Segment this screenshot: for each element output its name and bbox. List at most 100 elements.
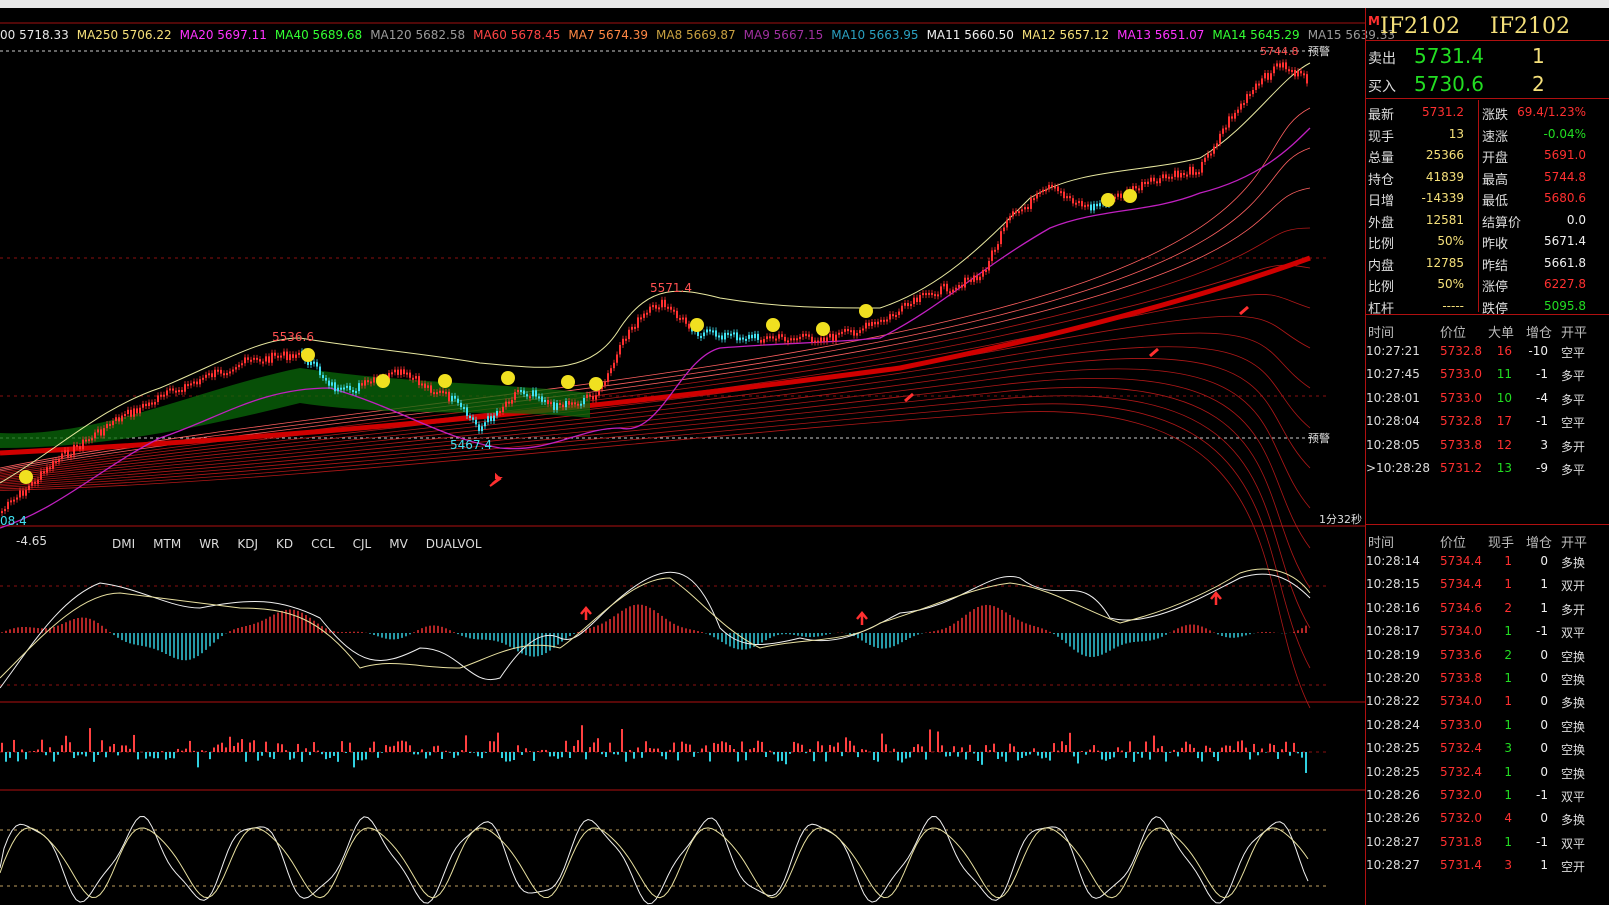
indicator-tab-kd[interactable]: KD bbox=[276, 537, 294, 551]
indicator-tab-dmi[interactable]: DMI bbox=[112, 537, 136, 551]
tick-qty: 10 bbox=[1496, 390, 1512, 405]
indicator-tab-cjl[interactable]: CJL bbox=[352, 537, 372, 551]
tick-qty: 3 bbox=[1504, 741, 1512, 756]
stat-label: 日增 bbox=[1368, 194, 1395, 209]
upper-band-line bbox=[0, 62, 1311, 484]
candle-body bbox=[799, 336, 801, 340]
stat-value: 5691.0 bbox=[1544, 148, 1586, 162]
tick-row[interactable]: 10:28:01 5733.0 10 -4 多平 bbox=[1366, 387, 1609, 410]
candle-body bbox=[262, 361, 264, 364]
indicator-tab-ccl[interactable]: CCL bbox=[311, 537, 335, 551]
tick-row[interactable]: 10:28:19 5733.6 2 0 空换 bbox=[1366, 644, 1609, 667]
candle-body bbox=[265, 356, 267, 362]
symbol-code-secondary[interactable]: IF2102 bbox=[1490, 14, 1570, 39]
candle-body bbox=[1306, 74, 1308, 84]
tick-row[interactable]: 10:28:20 5733.8 1 0 空换 bbox=[1366, 667, 1609, 690]
tick-row[interactable]: 10:28:05 5733.8 12 3 多开 bbox=[1366, 434, 1609, 457]
stat-label: 杠杆 bbox=[1368, 301, 1395, 317]
stat-value: 5661.8 bbox=[1544, 255, 1586, 270]
tick-row[interactable]: 10:28:26 5732.0 4 0 多换 bbox=[1366, 807, 1609, 830]
candle-body bbox=[691, 328, 693, 332]
candle-body bbox=[37, 479, 39, 484]
smiley-icon bbox=[501, 371, 515, 385]
candle-body bbox=[1027, 207, 1029, 210]
candle-body bbox=[319, 366, 321, 376]
sell-price[interactable]: 5731.4 bbox=[1414, 44, 1484, 68]
candle-body bbox=[136, 408, 138, 414]
indicator-tab-dualvol[interactable]: DUALVOL bbox=[425, 537, 482, 551]
stat-label: 外盘 bbox=[1368, 215, 1395, 231]
candle-body bbox=[358, 383, 360, 392]
tick-row[interactable]: 10:28:27 5731.4 3 1 空开 bbox=[1366, 854, 1609, 877]
tick-row[interactable]: 10:28:26 5732.0 1 -1 双平 bbox=[1366, 784, 1609, 807]
candle-body bbox=[367, 380, 369, 383]
candle-body bbox=[487, 416, 489, 423]
tick-row[interactable]: 10:28:14 5734.4 1 0 多换 bbox=[1366, 550, 1609, 573]
indicator-tab-mtm[interactable]: MTM bbox=[153, 537, 182, 551]
tick-qty: 1 bbox=[1504, 577, 1512, 592]
tick-price: 5733.0 bbox=[1440, 367, 1482, 382]
candle-body bbox=[997, 244, 999, 250]
tick-row[interactable]: 10:28:25 5732.4 3 0 空换 bbox=[1366, 737, 1609, 760]
candle-body bbox=[970, 279, 972, 282]
tick-type: 空平 bbox=[1561, 416, 1586, 431]
candle-body bbox=[274, 352, 276, 356]
candle-body bbox=[1081, 201, 1083, 207]
indicator-tab-wr[interactable]: WR bbox=[199, 537, 220, 551]
candle-body bbox=[1216, 143, 1218, 147]
top-price-label: 5744.8 bbox=[1260, 45, 1299, 58]
candle-body bbox=[397, 369, 399, 375]
tick-row[interactable]: 10:28:04 5732.8 17 -1 空平 bbox=[1366, 410, 1609, 433]
candle-body bbox=[1120, 193, 1122, 198]
tick-row[interactable]: 10:28:16 5734.6 2 1 多开 bbox=[1366, 597, 1609, 620]
stat-item: 跌停 5095.8 bbox=[1480, 296, 1592, 317]
tick-row[interactable]: 10:27:45 5733.0 11 -1 多平 bbox=[1366, 363, 1609, 386]
tick-qty: 16 bbox=[1496, 344, 1512, 358]
buy-price[interactable]: 5730.6 bbox=[1414, 72, 1484, 96]
tick-qty: 13 bbox=[1496, 461, 1512, 475]
candle-body bbox=[1018, 211, 1020, 214]
candle-body bbox=[703, 332, 705, 337]
tick-row[interactable]: 10:28:25 5732.4 1 0 空换 bbox=[1366, 761, 1609, 784]
kd-line-d bbox=[0, 827, 1309, 899]
kline-chart-area[interactable]: 预警 预警 5536.6 5571.4 5467.4 08.4 5744.8 1… bbox=[0, 8, 1395, 905]
candle-body bbox=[715, 330, 717, 337]
tick-row[interactable]: 10:28:17 5734.0 1 -1 双平 bbox=[1366, 620, 1609, 643]
candle-body bbox=[883, 319, 885, 322]
candle-body bbox=[208, 373, 210, 376]
candle-body bbox=[1099, 203, 1101, 207]
candle-body bbox=[418, 376, 420, 386]
candle-body bbox=[217, 369, 219, 372]
candle-body bbox=[589, 394, 591, 397]
stat-item: 开盘 5691.0 bbox=[1480, 145, 1592, 166]
indicator-tab-mv[interactable]: MV bbox=[389, 537, 408, 551]
tick-row[interactable]: >10:28:28 5731.2 13 -9 多平 bbox=[1366, 457, 1609, 480]
tick-row[interactable]: 10:28:22 5734.0 1 0 多换 bbox=[1366, 690, 1609, 713]
indicator-tab-kdj[interactable]: KDJ bbox=[237, 537, 259, 551]
symbol-code[interactable]: IF2102 bbox=[1380, 14, 1460, 39]
quote-panel: M IF2102 IF2102 卖出 5731.4 1 买入 5730.6 2 … bbox=[1365, 8, 1609, 905]
candle-body bbox=[1207, 153, 1209, 158]
stat-label: 速涨 bbox=[1482, 129, 1509, 145]
tick-row[interactable]: 10:28:24 5733.0 1 0 空换 bbox=[1366, 714, 1609, 737]
candle-body bbox=[895, 315, 897, 318]
candle-body bbox=[1228, 116, 1230, 128]
candle-body bbox=[808, 334, 810, 337]
buy-quote-row[interactable]: 买入 5730.6 2 bbox=[1366, 70, 1609, 98]
candle-body bbox=[685, 317, 687, 324]
kline-chart-svg[interactable]: 预警 预警 5536.6 5571.4 5467.4 08.4 5744.8 1… bbox=[0, 8, 1365, 905]
candle-body bbox=[637, 317, 639, 328]
candle-body bbox=[973, 275, 975, 282]
candle-body bbox=[1195, 172, 1197, 175]
stat-value: 5095.8 bbox=[1544, 298, 1586, 313]
tick-price: 5732.8 bbox=[1440, 344, 1482, 358]
candle-body bbox=[736, 332, 738, 341]
tick-row[interactable]: 10:28:15 5734.4 1 1 双开 bbox=[1366, 573, 1609, 596]
stat-value: 0.0 bbox=[1566, 212, 1586, 227]
stat-value: 5731.2 bbox=[1422, 105, 1464, 119]
tick-row[interactable]: 10:27:21 5732.8 16 -10 空平 bbox=[1366, 340, 1609, 363]
tick-time: 10:28:05 bbox=[1366, 437, 1420, 452]
tick-row[interactable]: 10:28:27 5731.8 1 -1 双平 bbox=[1366, 831, 1609, 854]
arrow-up-icon bbox=[580, 606, 592, 620]
sell-quote-row[interactable]: 卖出 5731.4 1 bbox=[1366, 42, 1609, 70]
